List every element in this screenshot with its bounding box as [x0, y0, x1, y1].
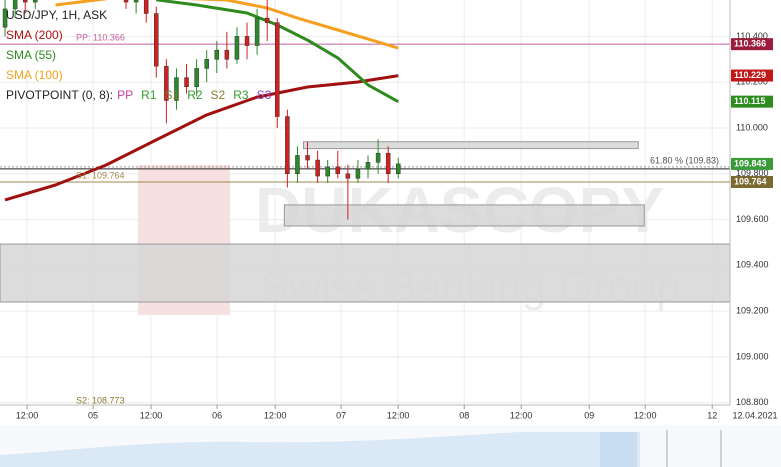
candle-body: [285, 116, 290, 175]
candle-body: [154, 13, 159, 67]
y-tick-label: 110.400: [736, 31, 768, 41]
candle-body: [295, 155, 300, 175]
level-label: S1: 109.764: [76, 170, 125, 180]
price-label: 110.115: [734, 96, 766, 106]
x-tick-label: 12:00: [634, 410, 657, 420]
candle-body: [315, 159, 320, 177]
x-tick-label: 08: [459, 410, 469, 420]
x-tick-label: 12: [707, 410, 717, 420]
candle-body: [325, 166, 330, 177]
candle-body: [234, 36, 240, 60]
pivot-legend-entry: S3: [257, 88, 272, 102]
candle-body: [164, 65, 169, 101]
level-label: PP: 110.366: [76, 33, 125, 43]
candle-body: [33, 0, 38, 3]
candle-body: [133, 0, 139, 3]
candle-body: [264, 17, 270, 23]
candle-body: [184, 77, 189, 88]
y-tick-label: 109.400: [736, 260, 769, 270]
candle-body: [305, 155, 310, 161]
candle-body: [123, 0, 129, 3]
x-tick-label: 05: [88, 410, 98, 420]
plot-area: [0, 0, 730, 303]
zone: [302, 141, 639, 150]
price-label-box: [731, 38, 773, 51]
candle-body: [345, 173, 351, 179]
price-label: 109.843: [734, 158, 767, 168]
y-tick-label: 108.800: [736, 397, 769, 407]
x-tick-label: 07: [336, 410, 346, 420]
candle-body: [12, 0, 18, 10]
candle-body: [396, 163, 401, 175]
price-label: 110.229: [734, 70, 766, 80]
legend-entry: SMA (55): [6, 48, 56, 62]
candle-body: [194, 68, 199, 88]
candle-body: [254, 17, 260, 46]
axes: 110.400 110.200 110.000 109.800 109.600 109.4…: [16, 31, 778, 421]
candle-body: [204, 59, 209, 69]
x-tick-label: 06: [212, 410, 222, 420]
y-tick-label: 110.000: [736, 122, 768, 132]
candle-body: [22, 0, 28, 3]
x-tick-label: 12:00: [140, 410, 163, 420]
y-tick-label: 109.000: [736, 351, 769, 361]
navigator-area: [0, 432, 640, 467]
candle-body: [375, 152, 381, 163]
zone: [0, 243, 730, 303]
candle-body: [143, 0, 149, 14]
pivot-legend-label: PIVOTPOINT (0, 8):: [6, 88, 113, 102]
legend: USD/JPY, 1H, ASK SMA (200) SMA (55) SMA (10…: [6, 8, 272, 102]
candle-body: [365, 162, 371, 170]
candle-body: [224, 49, 230, 60]
pivot-legend-entry: R3: [233, 88, 249, 102]
y-tick-label: 109.600: [736, 214, 769, 224]
sma-line: [156, 0, 400, 104]
navigator: [0, 425, 781, 467]
level-label: 61.80 % (109.83): [650, 155, 719, 165]
pivot-legend-entry: S1: [165, 88, 180, 102]
x-tick-label: 12:00: [387, 410, 410, 420]
zone: [283, 204, 645, 227]
candle-body: [244, 36, 250, 46]
candle-body: [355, 168, 361, 179]
price-label: 109.764: [734, 176, 767, 186]
date-label: 12.04.2021: [732, 410, 777, 420]
price-label-box: [731, 176, 773, 189]
price-label: 110.366: [734, 39, 766, 49]
legend-entry: SMA (100): [6, 68, 63, 82]
x-tick-label: 12:00: [16, 410, 39, 420]
price-label-box: [731, 157, 773, 170]
chart-title: USD/JPY, 1H, ASK: [6, 8, 107, 22]
y-tick-label: 110.200: [736, 77, 768, 87]
y-tick-label: 109.800: [736, 168, 769, 178]
price-label-box: [731, 95, 773, 108]
level-label: S2: 108.773: [76, 395, 125, 405]
x-tick-label: 12:00: [264, 410, 287, 420]
candle-body: [2, 8, 8, 28]
navigator-window: [600, 432, 637, 467]
candle-body: [214, 49, 220, 60]
price-label-box: [731, 69, 773, 82]
legend-entry: SMA (200): [6, 28, 63, 42]
x-tick-label: 09: [584, 410, 594, 420]
y-tick-label: 109.200: [736, 306, 769, 316]
pivot-legend-entry: R1: [141, 88, 157, 102]
pivot-legend-entry: R2: [187, 88, 203, 102]
sma-line: [4, 74, 399, 202]
candle-body: [174, 77, 179, 101]
x-tick-label: 12:00: [510, 410, 533, 420]
candle-body: [385, 152, 391, 175]
candle-body: [275, 22, 280, 117]
grid: [0, 0, 730, 405]
candle-body: [335, 166, 341, 175]
pivot-legend-entry: PP: [117, 88, 133, 102]
pivot-legend-entry: S2: [211, 88, 226, 102]
